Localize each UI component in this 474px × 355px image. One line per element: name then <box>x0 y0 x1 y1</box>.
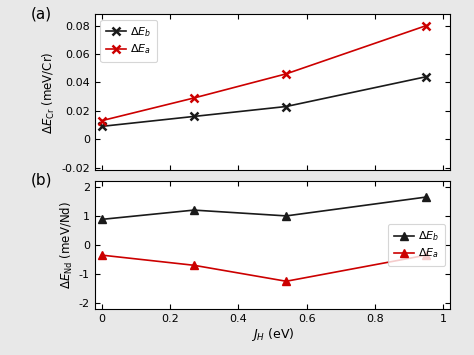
X-axis label: $J_H$ (eV): $J_H$ (eV) <box>251 327 294 344</box>
$\Delta E_b$ <box>191 114 197 119</box>
Legend: $\Delta E_b$, $\Delta E_a$: $\Delta E_b$, $\Delta E_a$ <box>388 224 445 266</box>
Line: $\Delta E_a$: $\Delta E_a$ <box>98 251 430 285</box>
$\Delta E_a$ <box>99 253 104 257</box>
Line: $\Delta E_b$: $\Delta E_b$ <box>98 193 430 224</box>
$\Delta E_b$ <box>424 195 429 199</box>
Legend: $\Delta E_b$, $\Delta E_a$: $\Delta E_b$, $\Delta E_a$ <box>100 20 157 62</box>
$\Delta E_a$ <box>424 253 429 257</box>
$\Delta E_b$ <box>99 124 104 129</box>
$\Delta E_a$ <box>283 279 289 283</box>
Text: (b): (b) <box>31 172 52 187</box>
$\Delta E_a$ <box>99 119 104 123</box>
Line: $\Delta E_b$: $\Delta E_b$ <box>98 72 430 131</box>
Text: (a): (a) <box>31 6 52 21</box>
$\Delta E_a$ <box>424 23 429 28</box>
Line: $\Delta E_a$: $\Delta E_a$ <box>98 21 430 125</box>
$\Delta E_a$ <box>191 96 197 100</box>
$\Delta E_a$ <box>191 263 197 267</box>
Y-axis label: $\Delta E_{\mathrm{Cr}}$ (meV/Cr): $\Delta E_{\mathrm{Cr}}$ (meV/Cr) <box>41 51 57 133</box>
$\Delta E_b$ <box>191 208 197 212</box>
Y-axis label: $\Delta E_{\mathrm{Nd}}$ (meV/Nd): $\Delta E_{\mathrm{Nd}}$ (meV/Nd) <box>59 201 74 289</box>
$\Delta E_b$ <box>283 214 289 218</box>
$\Delta E_b$ <box>283 104 289 109</box>
$\Delta E_a$ <box>283 72 289 76</box>
$\Delta E_b$ <box>99 217 104 222</box>
$\Delta E_b$ <box>424 75 429 79</box>
